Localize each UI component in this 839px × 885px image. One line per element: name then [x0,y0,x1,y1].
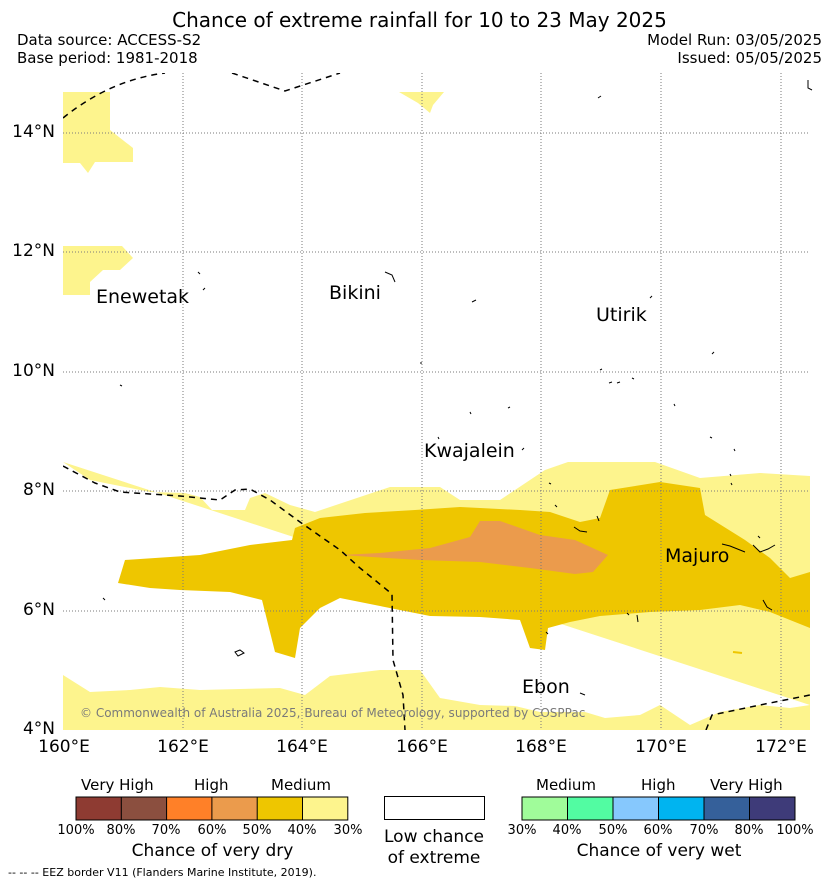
dry-legend-title: Chance of very dry [131,841,294,861]
dry-tick-60: 60% [197,823,227,838]
dry-swatch-4 [211,797,258,820]
dry-high-region [340,521,608,574]
wet-tick-50: 50% [598,823,628,838]
lon-label-160e: 160°E [38,737,90,757]
wet-swatch-5 [704,797,750,820]
wet-swatch-3 [613,797,659,820]
dry-tick-70: 70% [151,823,181,838]
place-ebon: Ebon [522,676,570,698]
map-title: Chance of extreme rainfall for 10 to 23 … [172,8,667,32]
place-kwajalein: Kwajalein [424,440,515,462]
wet-swatch-4 [658,797,704,820]
lon-label-172e: 172°E [755,737,807,757]
base-period: Base period: 1981-2018 [17,49,198,67]
model-run: Model Run: 03/05/2025 [647,31,822,49]
lat-label-14n: 14°N [12,122,55,142]
place-bikini: Bikini [329,282,381,304]
wet-legend-title: Chance of very wet [576,841,742,861]
island-outlines [102,80,813,696]
eez-border-note: -- -- -- EEZ border V11 (Flanders Marine… [8,866,317,879]
dry-legend-header-high: High [194,776,229,794]
low-chance-line1: Low chance [384,827,484,847]
wet-tick-60: 60% [643,823,673,838]
wet-legend-header-high: High [641,776,676,794]
dry-tick-40: 40% [287,823,317,838]
dry-swatch-5 [257,797,303,820]
lon-label-162e: 162°E [157,737,209,757]
lat-label-4n: 4°N [22,719,55,739]
wet-tick-100: 100% [776,823,814,838]
wet-tick-70: 70% [689,823,719,838]
low-chance-swatch [384,796,485,820]
lat-label-8n: 8°N [22,480,55,500]
lat-label-12n: 12°N [12,241,55,261]
wet-tick-80: 80% [734,823,764,838]
lon-label-170e: 170°E [635,737,687,757]
dry-medium-light-region-top [63,92,133,173]
dry-tick-50: 50% [242,823,272,838]
issued-date: Issued: 05/05/2025 [677,49,822,67]
lat-label-6n: 6°N [22,600,55,620]
dry-medium-light-region-patch [399,92,444,113]
wet-tick-30: 30% [507,823,537,838]
copyright-notice: © Commonwealth of Australia 2025, Bureau… [80,706,586,720]
wet-tick-40: 40% [552,823,582,838]
place-enewetak: Enewetak [96,286,190,308]
lat-label-10n: 10°N [12,361,55,381]
wet-colorbar [521,796,796,821]
dry-tick-80: 80% [106,823,136,838]
wet-swatch-2 [567,797,613,820]
dry-legend-header-very-high: Very High [81,776,154,794]
lon-label-164e: 164°E [276,737,328,757]
dry-colorbar [75,796,349,821]
wet-legend-header-very-high: Very High [710,776,783,794]
dry-tick-30: 30% [333,823,363,838]
place-majuro: Majuro [665,545,730,567]
dry-swatch-2 [121,797,167,820]
data-source: Data source: ACCESS-S2 [17,31,202,49]
dry-tick-100: 100% [57,823,95,838]
lon-label-166e: 166°E [396,737,448,757]
place-utirik: Utirik [596,304,647,326]
wet-swatch-1 [522,797,568,820]
dry-medium-light-region-west [63,246,133,295]
low-chance-line2: of extreme [387,848,481,868]
dry-swatch-1 [76,797,122,820]
wet-legend-header-medium: Medium [536,776,596,794]
dry-swatch-3 [166,797,212,820]
dry-legend-header-medium: Medium [271,776,331,794]
lon-label-168e: 168°E [515,737,567,757]
eez-borders [63,73,810,730]
dry-medium-region [118,482,810,658]
wet-swatch-6 [749,797,795,820]
dry-swatch-6 [302,797,348,820]
